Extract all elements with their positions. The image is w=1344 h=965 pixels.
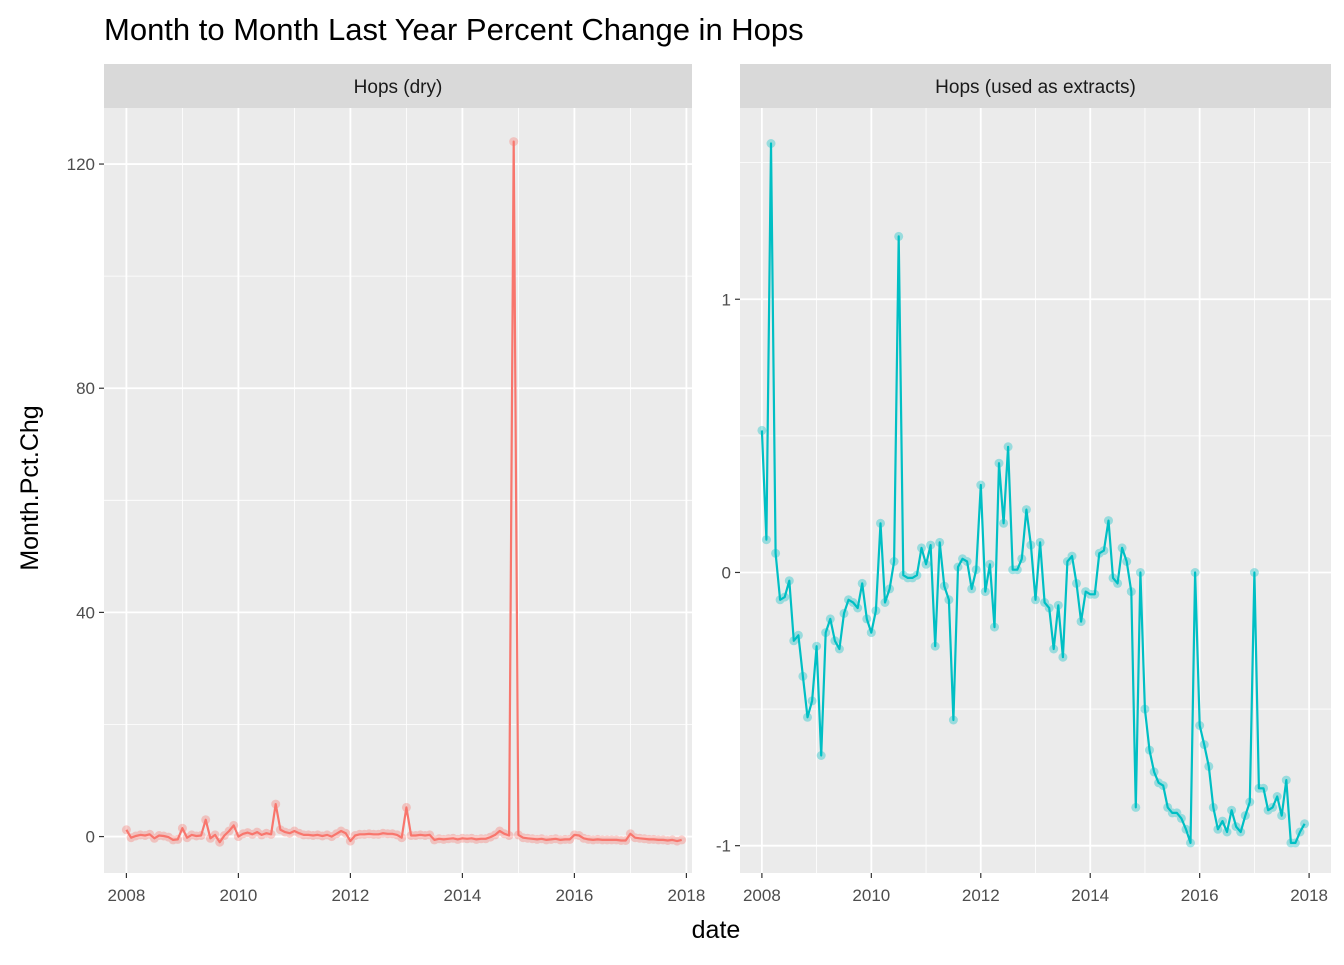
facet-panels: Hops (dry) 2008 2010 2012 2014 2016 2018 0 40 80 1…: [67, 64, 1331, 905]
x-tick-label: 2016: [1181, 886, 1219, 905]
x-tick-label: 2018: [1290, 886, 1328, 905]
facet-strip: [740, 64, 1331, 108]
facet-strip-label: Hops (used as extracts): [935, 77, 1136, 98]
y-axis-label: Month.Pct.Chg: [16, 405, 44, 570]
y-tick-label: 40: [76, 603, 95, 622]
y-tick-label: 0: [86, 828, 95, 847]
x-tick-label: 2012: [331, 886, 369, 905]
y-tick-label: 120: [67, 155, 95, 174]
x-tick-label: 2008: [107, 886, 145, 905]
y-tick-label: 0: [722, 563, 731, 582]
y-tick-label: -1: [716, 837, 731, 856]
x-tick-label: 2014: [443, 886, 481, 905]
x-tick-label: 2018: [667, 886, 705, 905]
chart-title: Month to Month Last Year Percent Change …: [104, 12, 804, 47]
x-tick-label: 2014: [1071, 886, 1109, 905]
x-tick-label: 2016: [555, 886, 593, 905]
x-tick-label: 2012: [962, 886, 1000, 905]
x-tick-label: 2010: [852, 886, 890, 905]
facet-strip-label: Hops (dry): [354, 77, 443, 98]
y-tick-label: 1: [722, 290, 731, 309]
x-tick-label: 2008: [743, 886, 781, 905]
facet-strip: [104, 64, 692, 108]
facet-panel: Hops (used as extracts) 2008 2010 2012 2014 2…: [716, 64, 1331, 905]
x-axis-label: date: [692, 916, 741, 944]
facet-panel: Hops (dry) 2008 2010 2012 2014 2016 2018 0 40 80 1…: [67, 64, 705, 905]
series-line: [125, 140, 682, 844]
x-tick-label: 2010: [219, 886, 257, 905]
series-line: [760, 142, 1306, 845]
plot-panel: [104, 108, 692, 873]
y-tick-label: 80: [76, 379, 95, 398]
